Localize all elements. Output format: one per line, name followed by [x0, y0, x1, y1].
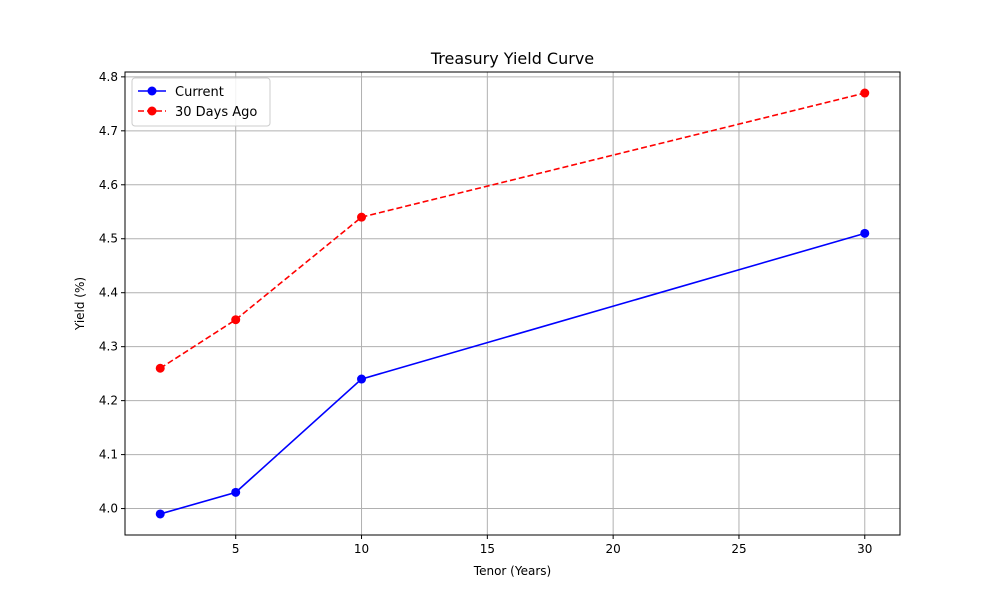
legend-marker-0 — [147, 86, 157, 96]
x-tick-label: 20 — [606, 542, 621, 556]
x-tick-label: 30 — [857, 542, 872, 556]
y-tick-label: 4.3 — [99, 340, 118, 354]
x-tick-label: 5 — [232, 542, 240, 556]
y-tick-label: 4.4 — [99, 286, 118, 300]
series-1-point — [860, 88, 870, 98]
x-tick-label: 10 — [354, 542, 369, 556]
legend-marker-1 — [147, 106, 157, 116]
y-tick-label: 4.5 — [99, 232, 118, 246]
y-tick-label: 4.0 — [99, 502, 118, 516]
legend-label-0: Current — [175, 85, 224, 100]
series-0-point — [860, 228, 870, 238]
y-axis-label: Yield (%) — [73, 277, 87, 331]
legend-box — [131, 77, 271, 127]
y-tick-label: 4.7 — [99, 124, 118, 138]
series-0-point — [357, 374, 367, 384]
series-layer — [155, 88, 870, 519]
grid-layer — [125, 72, 900, 535]
tick-layer: 5 10 15 20 25 30 4.0 4.1 4.2 4.3 4.4 4.5 4.6 4.7 4.8 — [99, 70, 873, 556]
plot-frame — [124, 71, 901, 536]
series-1-point — [231, 315, 241, 325]
series-0-point — [155, 509, 165, 519]
x-tick-label: 25 — [731, 542, 746, 556]
series-1-point — [155, 363, 165, 373]
x-tick-label: 15 — [480, 542, 495, 556]
series-0-point — [231, 487, 241, 497]
series-1-point — [357, 212, 367, 222]
legend: Current 30 Days Ago — [131, 77, 271, 127]
legend-label-1: 30 Days Ago — [175, 105, 257, 120]
x-axis-label: Tenor (Years) — [473, 564, 551, 578]
series-line-0 — [160, 232, 865, 515]
y-tick-label: 4.8 — [99, 70, 118, 84]
chart-title: Treasury Yield Curve — [430, 49, 594, 68]
y-tick-label: 4.6 — [99, 178, 118, 192]
y-tick-label: 4.1 — [99, 448, 118, 462]
y-tick-label: 4.2 — [99, 394, 118, 408]
